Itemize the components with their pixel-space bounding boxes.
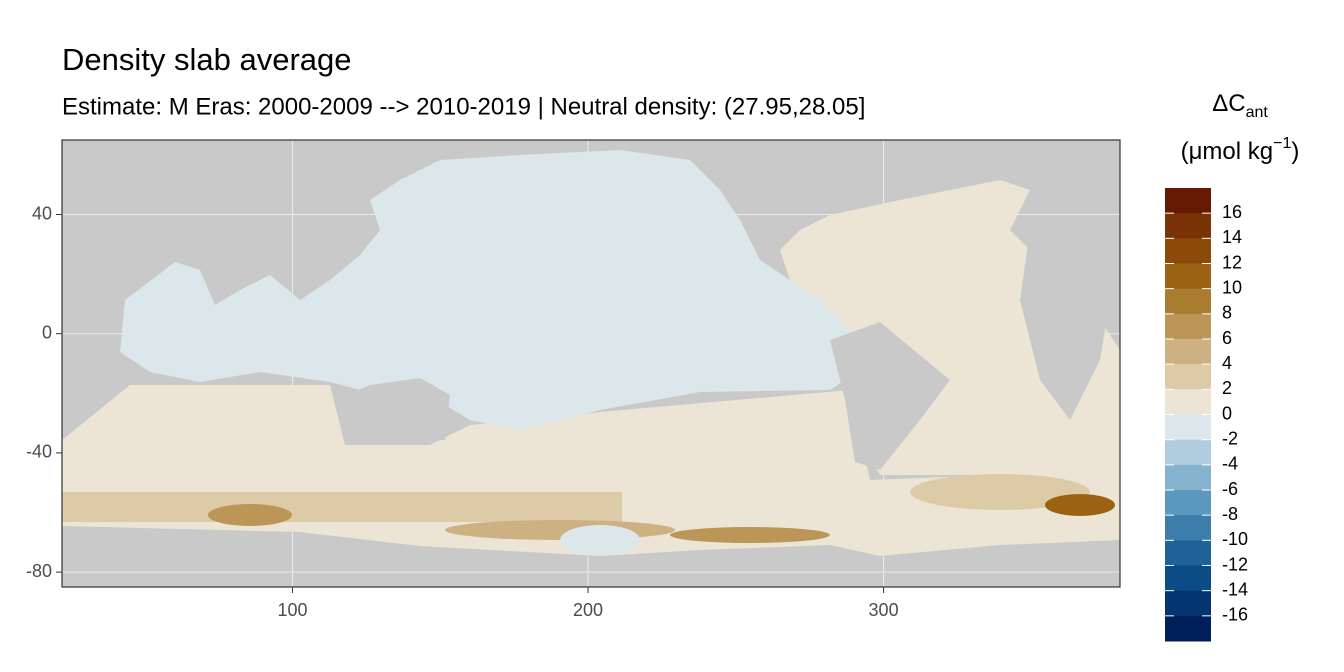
legend-swatch <box>1165 515 1211 541</box>
x-tick-label: 200 <box>573 600 603 620</box>
legend-label: 4 <box>1222 353 1232 373</box>
legend-label: 14 <box>1222 227 1242 247</box>
legend-swatch <box>1165 339 1211 365</box>
x-tick-label: 300 <box>869 600 899 620</box>
legend-label: 10 <box>1222 277 1242 297</box>
ocean-region <box>670 527 830 543</box>
legend-label: 16 <box>1222 202 1242 222</box>
y-tick-label: 0 <box>42 322 52 342</box>
legend-swatch <box>1165 188 1211 214</box>
legend-swatch <box>1165 389 1211 415</box>
ocean-region <box>120 150 860 430</box>
legend-label: -6 <box>1222 479 1238 499</box>
legend-label: 12 <box>1222 252 1242 272</box>
legend-label: -8 <box>1222 504 1238 524</box>
legend-label: -12 <box>1222 554 1248 574</box>
legend-swatch <box>1165 490 1211 516</box>
ocean-region <box>62 492 622 522</box>
legend-label: -16 <box>1222 605 1248 625</box>
y-tick-label: -40 <box>26 442 52 462</box>
legend-swatch <box>1165 213 1211 239</box>
x-tick-label: 100 <box>277 600 307 620</box>
legend-title: ΔCant <box>1212 90 1268 121</box>
legend-label: 2 <box>1222 378 1232 398</box>
legend-swatch <box>1165 364 1211 390</box>
legend-label: 0 <box>1222 403 1232 423</box>
ocean-region <box>1045 494 1115 516</box>
y-tick-label: 40 <box>32 203 52 223</box>
legend-swatch <box>1165 414 1211 441</box>
legend-label: 8 <box>1222 303 1232 323</box>
legend-swatch <box>1165 439 1211 466</box>
ocean-region <box>445 520 675 540</box>
legend-label: -2 <box>1222 428 1238 448</box>
legend-swatch <box>1165 238 1211 264</box>
land <box>830 322 950 470</box>
legend-swatch <box>1165 263 1211 290</box>
chart-subtitle: Estimate: M Eras: 2000-2009 --> 2010-201… <box>62 93 865 120</box>
legend-label: 6 <box>1222 328 1232 348</box>
land <box>335 378 450 442</box>
chart-title: Density slab average <box>62 42 352 77</box>
ocean-region <box>560 525 640 555</box>
legend-label: -10 <box>1222 529 1248 549</box>
ocean-region <box>910 474 1090 510</box>
legend-swatch <box>1165 540 1211 566</box>
legend-label: -14 <box>1222 579 1248 599</box>
land <box>1020 230 1110 420</box>
ocean-region <box>208 504 292 526</box>
legend-swatch <box>1165 590 1211 617</box>
legend-swatch <box>1165 313 1211 340</box>
legend-swatch <box>1165 464 1211 491</box>
legend-swatch <box>1165 615 1211 642</box>
panel-border <box>61 139 1121 588</box>
legend-swatch <box>1165 565 1211 592</box>
ocean-field <box>62 150 1120 556</box>
y-tick-label: -80 <box>26 561 52 581</box>
legend-swatch <box>1165 288 1211 315</box>
legend-label: -4 <box>1222 454 1238 474</box>
legend-unit: (μmol kg−1) <box>1181 135 1300 165</box>
